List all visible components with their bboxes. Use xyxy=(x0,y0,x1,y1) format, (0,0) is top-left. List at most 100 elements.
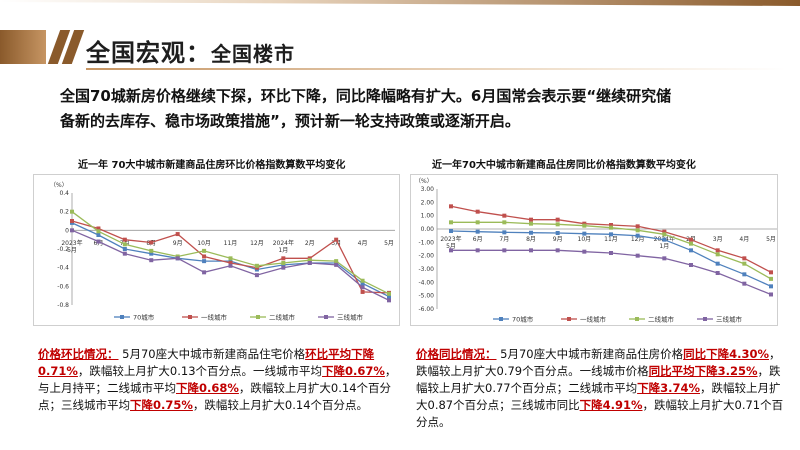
data-point xyxy=(475,220,480,225)
data-point xyxy=(360,278,365,283)
x-tick-label: 10月 xyxy=(578,236,592,243)
data-point xyxy=(689,237,693,242)
data-point xyxy=(334,259,339,264)
mom-lead-label: 价格环比情况： xyxy=(38,347,119,361)
data-point xyxy=(96,239,101,244)
data-point xyxy=(502,220,507,225)
desc-text: ，跌幅较上月扩大0.71个百分点。 xyxy=(416,398,784,429)
data-point xyxy=(96,226,101,231)
data-point xyxy=(502,230,507,235)
y-tick-label: -6.00 xyxy=(418,306,434,313)
data-point xyxy=(228,263,233,268)
x-tick-label: 1月 xyxy=(278,247,288,254)
x-tick-label: 2023年 xyxy=(61,239,82,247)
data-point xyxy=(281,261,286,265)
desc-highlight: 下降3.74% xyxy=(637,381,701,395)
data-point xyxy=(609,225,613,230)
data-point xyxy=(149,240,154,245)
summary-paragraph: 全国70城新房价格继续下探，环比下降，同比降幅略有扩大。6月国常会表示要“继续研… xyxy=(60,84,760,134)
y-tick-label: -5.00 xyxy=(418,293,434,300)
desc-text: ，跌幅较上月扩大0.14个百分点。 xyxy=(192,398,369,412)
desc-highlight: 同比平均下降3.25% xyxy=(648,364,758,378)
data-point xyxy=(742,281,747,286)
data-point xyxy=(662,256,667,261)
desc-text: ，跌幅较上月扩大0.14个百分点；三线城市平均 xyxy=(38,381,392,412)
x-tick-label: 5月 xyxy=(384,240,394,247)
legend-marker xyxy=(188,315,192,319)
x-tick-label: 12月 xyxy=(631,236,645,243)
desc-text: 5月70座大中城市新建商品住房价格 xyxy=(500,347,684,361)
data-point xyxy=(502,248,507,253)
desc-highlight: 下降4.91% xyxy=(579,398,643,412)
data-point xyxy=(582,249,587,254)
page-title: 全国宏观：全国楼市 xyxy=(86,33,295,68)
data-point xyxy=(635,228,640,233)
x-tick-label: 7月 xyxy=(499,236,509,243)
data-point xyxy=(360,289,365,294)
desc-highlight: 环比平均下降0.71% xyxy=(38,347,375,378)
data-point xyxy=(662,237,667,242)
data-point xyxy=(609,223,613,227)
desc-highlight: 下降0.67% xyxy=(322,364,385,378)
y-tick-label: -0.6 xyxy=(57,283,69,290)
data-point xyxy=(202,270,207,275)
data-point xyxy=(175,232,180,237)
page-title-main: 全国宏观： xyxy=(86,39,211,67)
y-tick-label: -0.4 xyxy=(57,265,69,272)
x-tick-label: 12月 xyxy=(250,240,264,247)
x-tick-label: 2024年 xyxy=(273,239,294,247)
data-point xyxy=(149,251,154,256)
data-point xyxy=(175,256,180,261)
data-point xyxy=(149,258,154,263)
y-tick-label: -1.00 xyxy=(418,239,434,246)
data-point xyxy=(769,276,773,281)
y-tick-label: 1.00 xyxy=(421,213,435,220)
data-point xyxy=(360,285,365,290)
y-tick-label: 0.00 xyxy=(421,226,435,233)
y-tick-label: 2.00 xyxy=(421,199,435,206)
data-point xyxy=(609,232,613,237)
desc-text: 5月70座大中城市新建商品住宅价格 xyxy=(122,347,306,361)
legend-marker xyxy=(120,315,124,319)
data-point xyxy=(228,261,233,265)
legend-label: 一线城市 xyxy=(201,313,228,322)
y-tick-label: 0.2 xyxy=(59,209,69,216)
data-point xyxy=(742,272,747,277)
legend-label: 三线城市 xyxy=(716,315,743,324)
desc-highlight: 下降0.75% xyxy=(130,398,193,412)
data-point xyxy=(689,248,693,253)
data-point xyxy=(502,213,507,218)
unit-label: （%） xyxy=(50,182,68,189)
data-point xyxy=(769,270,773,275)
data-point xyxy=(281,256,286,261)
data-point xyxy=(662,229,667,234)
series-line xyxy=(71,211,390,295)
data-point xyxy=(582,223,587,228)
legend-marker xyxy=(703,317,707,321)
legend-label: 一线城市 xyxy=(580,315,607,324)
data-point xyxy=(360,281,365,286)
data-point xyxy=(202,254,207,259)
legend-marker xyxy=(324,315,328,319)
data-point xyxy=(122,247,127,251)
data-point xyxy=(334,237,339,242)
data-point xyxy=(475,248,480,253)
x-tick-label: 4月 xyxy=(739,236,749,243)
data-point xyxy=(449,220,453,225)
yoy-description: 价格同比情况： 5月70座大中城市新建商品住房价格同比下降4.30%，跌幅较上月… xyxy=(416,346,788,431)
x-tick-label: 11月 xyxy=(224,240,238,247)
legend-label: 二线城市 xyxy=(269,313,296,322)
data-point xyxy=(555,248,560,253)
data-point xyxy=(70,219,74,223)
data-point xyxy=(202,248,207,253)
y-tick-label: -0.2 xyxy=(57,246,69,253)
desc-highlight: 下降0.68% xyxy=(176,381,239,395)
y-tick-label: -2.00 xyxy=(418,253,434,260)
data-point xyxy=(202,259,207,264)
right-chart-title: 近一年70大中城市新建商品住房同比价格指数算数平均变化 xyxy=(432,160,696,171)
desc-text: ，跌幅较上月扩大0.77个百分点；二线城市平均 xyxy=(416,364,781,395)
x-tick-label: 3月 xyxy=(331,240,341,247)
x-tick-label: 5月 xyxy=(67,247,77,254)
x-tick-label: 11月 xyxy=(604,236,618,243)
data-point xyxy=(662,232,667,237)
